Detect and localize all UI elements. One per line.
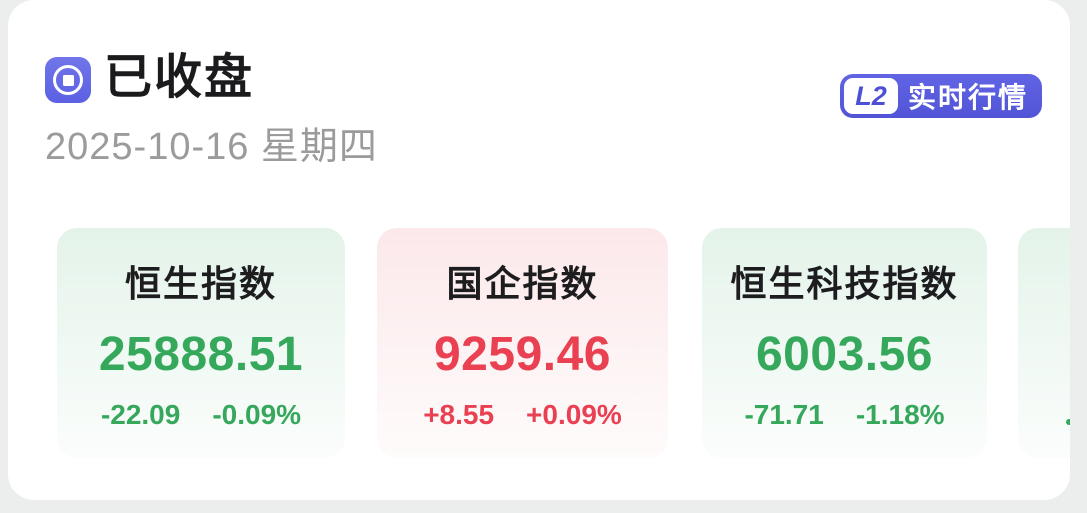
index-change-pct: -1.18% <box>855 399 945 430</box>
index-value: 6003.56 <box>755 328 933 381</box>
index-change-row: +8.55 +0.09% <box>423 398 622 432</box>
status-icon-square <box>62 74 74 86</box>
index-change: -22.09 <box>100 399 181 430</box>
index-value: 9259.46 <box>433 328 611 381</box>
index-name: 恒生科技指数 <box>730 263 959 304</box>
index-change: +8.55 <box>423 399 495 430</box>
trade-date: 2025-10-16 星期四 <box>45 126 378 168</box>
index-card-hang-seng-tech[interactable]: 恒生科技指数 6003.56 -71.71 -1.18% <box>702 228 987 458</box>
market-status-label: 已收盘 <box>104 51 255 104</box>
index-name: 国企指数 <box>446 263 599 304</box>
l2-realtime-badge[interactable]: L2 实时行情 <box>839 74 1042 118</box>
index-name: 恒生指数 <box>124 263 277 304</box>
index-card-partial[interactable] <box>1018 228 1070 458</box>
index-change-row: -22.09 -0.09% <box>101 398 301 432</box>
index-card-china-enterprises[interactable]: 国企指数 9259.46 +8.55 +0.09% <box>377 228 668 458</box>
index-value: 25888.51 <box>98 328 304 381</box>
market-summary-panel: 已收盘 L2 实时行情 2025-10-16 星期四 恒生指数 25888.51… <box>8 0 1070 500</box>
index-change-pct: -0.09% <box>212 399 302 430</box>
market-status-icon <box>45 57 91 103</box>
index-change-row: -71.71 -1.18% <box>744 398 944 432</box>
index-change-pct: +0.09% <box>526 399 622 430</box>
partial-change-minus-fragment <box>1066 419 1070 425</box>
status-icon-ring <box>53 65 83 95</box>
l2-level-icon: L2 <box>843 78 898 114</box>
index-change: -71.71 <box>744 399 824 430</box>
l2-badge-label: 实时行情 <box>907 82 1028 113</box>
index-card-hang-seng[interactable]: 恒生指数 25888.51 -22.09 -0.09% <box>57 228 345 458</box>
